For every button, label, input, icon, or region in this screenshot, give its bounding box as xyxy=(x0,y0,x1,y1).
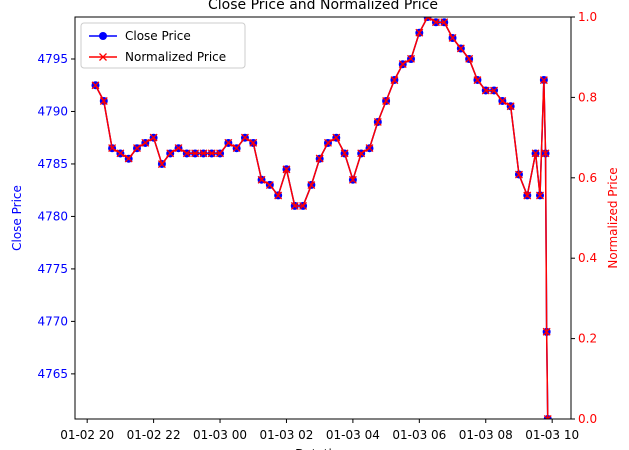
point xyxy=(240,133,249,142)
y2-tick-label: 0.4 xyxy=(578,251,597,265)
point xyxy=(539,76,548,85)
point xyxy=(541,149,550,158)
legend-box xyxy=(80,22,246,69)
point xyxy=(382,97,391,105)
point xyxy=(506,102,515,111)
point xyxy=(365,144,374,153)
y-tick-label: 4770 xyxy=(37,314,68,328)
point xyxy=(340,149,349,158)
point xyxy=(124,154,133,163)
point xyxy=(133,144,141,153)
point xyxy=(299,201,308,210)
point xyxy=(465,54,474,63)
point xyxy=(523,191,532,200)
point xyxy=(216,149,224,158)
x-tick-label: 01-03 00 xyxy=(193,428,247,442)
legend-label: Normalized Price xyxy=(125,50,226,64)
y-tick-label: 4785 xyxy=(37,157,68,171)
point xyxy=(182,149,191,158)
x-tick-label: 01-02 22 xyxy=(127,428,181,442)
point xyxy=(536,191,544,200)
y2-tick-label: 0.8 xyxy=(578,90,597,104)
plot-frame xyxy=(74,16,572,420)
point xyxy=(99,32,107,40)
point xyxy=(348,175,357,184)
x-tick-label: 01-03 08 xyxy=(459,428,513,442)
chart-title: Close Price and Normalized Price xyxy=(208,0,438,13)
y2-tick-label: 1.0 xyxy=(578,10,597,24)
point xyxy=(207,149,216,158)
point xyxy=(224,138,233,147)
plot xyxy=(91,17,552,419)
x-tick-label: 01-03 04 xyxy=(326,428,380,442)
point xyxy=(232,144,241,153)
point xyxy=(531,149,540,158)
point xyxy=(407,54,415,63)
point xyxy=(191,149,200,158)
point xyxy=(315,154,324,163)
y-axis-label: Close Price xyxy=(10,185,24,251)
point xyxy=(357,149,366,158)
point xyxy=(141,138,150,147)
point xyxy=(265,181,274,189)
point xyxy=(149,133,158,142)
y2-tick-label: 0.6 xyxy=(578,171,597,185)
point xyxy=(543,415,552,419)
point xyxy=(398,60,407,68)
point xyxy=(116,149,125,158)
y-tick-label: 4765 xyxy=(37,367,68,381)
point xyxy=(307,181,316,189)
point xyxy=(257,175,266,184)
y-tick-label: 4790 xyxy=(37,104,68,118)
point xyxy=(440,18,449,27)
legend-label: Close Price xyxy=(125,29,191,43)
point xyxy=(431,18,440,27)
point xyxy=(448,33,457,42)
point xyxy=(108,144,117,153)
y2-tick-label: 0.2 xyxy=(578,332,597,346)
point xyxy=(415,28,424,37)
point xyxy=(373,117,382,126)
point xyxy=(99,53,107,61)
point xyxy=(390,76,399,85)
point xyxy=(473,76,482,85)
point xyxy=(498,97,507,105)
point xyxy=(249,138,258,147)
y2-axis-label: Normalized Price xyxy=(606,167,620,268)
point xyxy=(290,201,299,210)
x-tick-label: 01-03 06 xyxy=(392,428,446,442)
point xyxy=(91,81,100,90)
point xyxy=(324,138,332,147)
y2-tick-label: 0.0 xyxy=(578,412,597,426)
point xyxy=(199,149,208,158)
point xyxy=(542,327,551,336)
y-tick-label: 4775 xyxy=(37,262,68,276)
point xyxy=(99,97,108,105)
point xyxy=(174,144,183,153)
y-tick-label: 4780 xyxy=(37,209,68,223)
point xyxy=(456,44,465,53)
x-tick-label: 01-03 10 xyxy=(525,428,579,442)
point xyxy=(423,17,432,21)
x-tick-label: 01-03 02 xyxy=(259,428,313,442)
point xyxy=(490,86,499,95)
point xyxy=(166,149,175,158)
point xyxy=(282,165,291,174)
x-tick-label: 01-02 20 xyxy=(60,428,114,442)
y-tick-label: 4795 xyxy=(37,52,68,66)
x-axis-label: Datetime xyxy=(295,447,351,450)
point xyxy=(481,86,490,95)
legend: Close Price Normalized Price xyxy=(80,22,246,69)
point xyxy=(274,191,283,200)
point xyxy=(332,133,341,142)
point xyxy=(515,170,523,179)
point xyxy=(157,160,166,169)
